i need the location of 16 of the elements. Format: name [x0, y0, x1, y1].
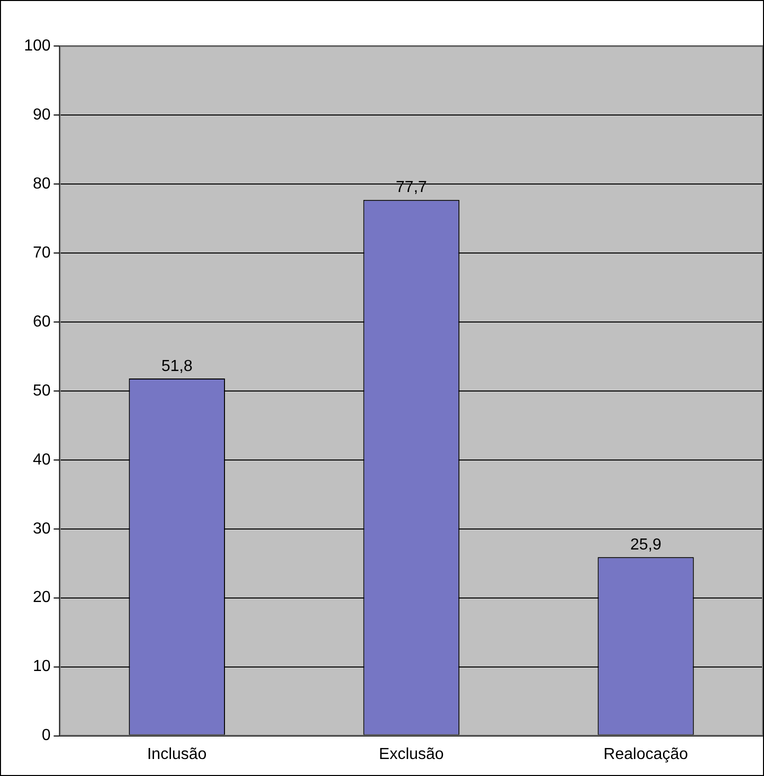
x-tick-label: Inclusão	[147, 746, 207, 763]
y-tick-label: 0	[42, 727, 51, 744]
y-tick-label: 40	[32, 451, 51, 468]
x-tick-label: Realocação	[604, 746, 688, 763]
data-label: 51,8	[161, 358, 193, 375]
y-tick-label: 30	[32, 520, 51, 538]
y-tick-label: 70	[32, 244, 51, 262]
y-tick-label: 60	[32, 313, 51, 330]
y-tick-label: 10	[32, 658, 51, 676]
y-tick-label: 20	[32, 589, 51, 606]
y-tick-label: 50	[32, 382, 51, 400]
x-tick-label: Exclusão	[378, 746, 444, 763]
data-label: 25,9	[630, 536, 662, 554]
y-tick-label: 90	[32, 106, 51, 124]
y-tick-label: 100	[24, 37, 51, 54]
y-tick-label: 80	[32, 175, 51, 192]
